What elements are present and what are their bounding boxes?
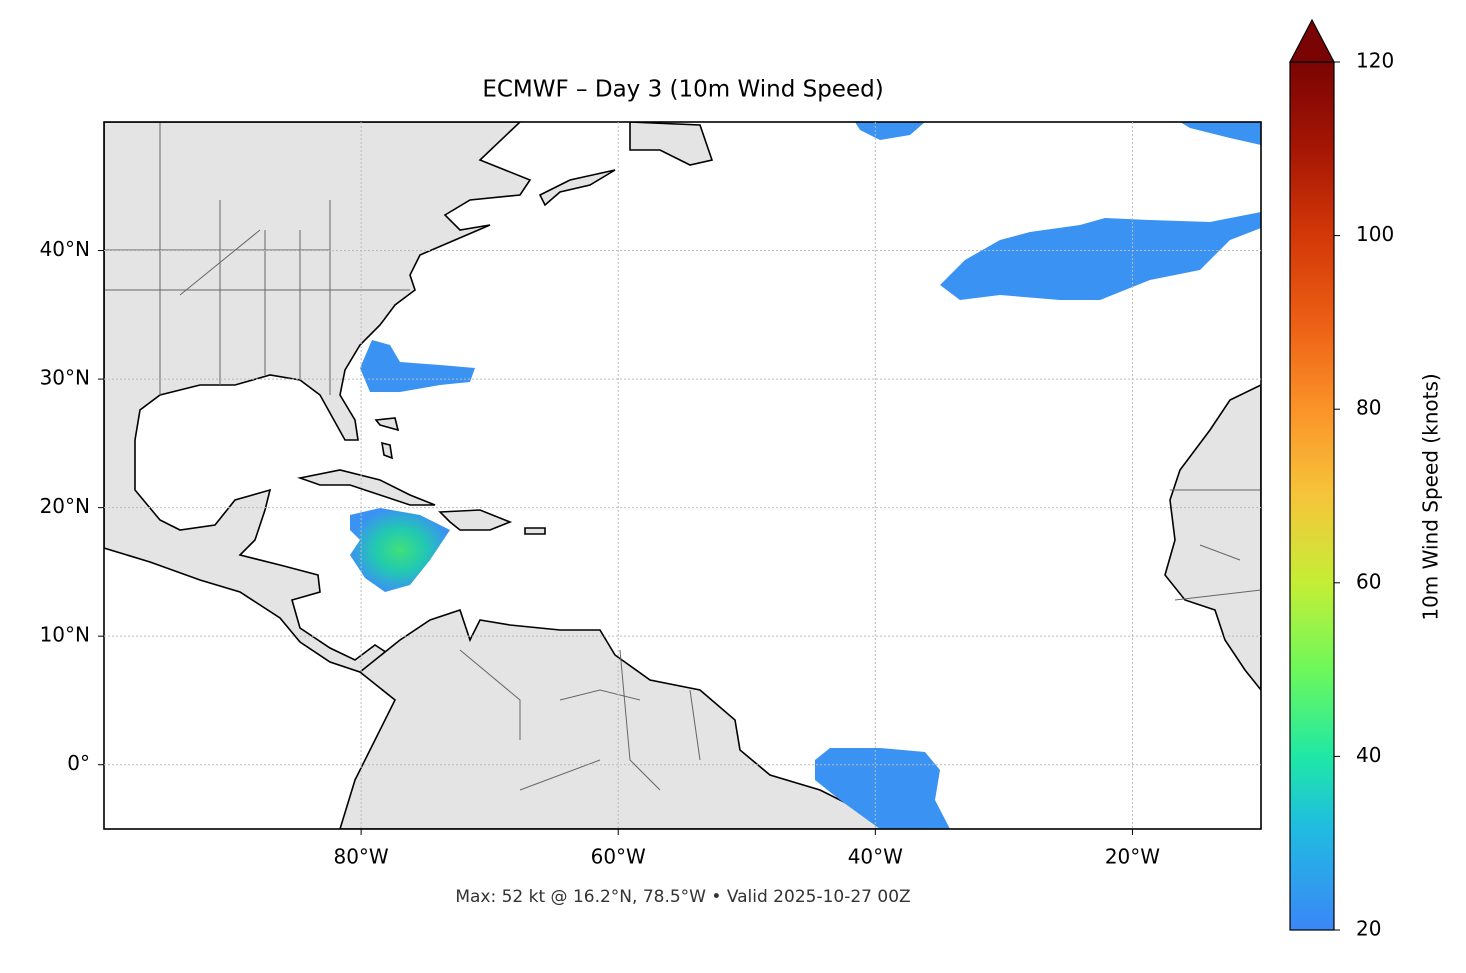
colorbar-tick-label: 120 bbox=[1356, 49, 1394, 73]
wind-area bbox=[815, 748, 950, 829]
chart-title: ECMWF – Day 3 (10m Wind Speed) bbox=[482, 77, 883, 103]
x-tick-label: 60°W bbox=[591, 845, 646, 869]
wind-area bbox=[360, 340, 475, 392]
x-tick-label: 40°W bbox=[848, 845, 903, 869]
colorbar-extend bbox=[1289, 18, 1335, 63]
y-tick-label: 20°N bbox=[40, 494, 90, 518]
wind-area bbox=[855, 122, 1261, 145]
wind-area bbox=[350, 508, 450, 592]
bahamas bbox=[374, 417, 400, 460]
map-area bbox=[104, 122, 1261, 829]
x-tick-label: 20°W bbox=[1105, 845, 1160, 869]
cuba bbox=[296, 469, 436, 506]
x-tick-label: 80°W bbox=[333, 845, 388, 869]
plot-frame bbox=[103, 121, 1262, 830]
colorbar bbox=[1289, 61, 1335, 931]
colorbar-tick-label: 40 bbox=[1356, 743, 1381, 767]
annotation: Max: 52 kt @ 16.2°N, 78.5°W • Valid 2025… bbox=[455, 887, 910, 907]
hispaniola bbox=[438, 509, 513, 531]
colorbar-tick-label: 80 bbox=[1356, 396, 1381, 420]
colorbar-tick-label: 100 bbox=[1356, 222, 1394, 246]
borders bbox=[104, 122, 1261, 791]
north-america bbox=[104, 122, 532, 673]
newfoundland bbox=[629, 122, 714, 166]
colorbar-label: 10m Wind Speed (knots) bbox=[1419, 373, 1443, 620]
colorbar-tick-label: 60 bbox=[1356, 569, 1381, 593]
nova-scotia bbox=[538, 169, 616, 207]
wind-area bbox=[940, 212, 1261, 300]
y-tick-label: 40°N bbox=[40, 237, 90, 261]
y-tick-label: 30°N bbox=[40, 366, 90, 390]
puerto-rico bbox=[524, 527, 546, 535]
y-tick-label: 0° bbox=[67, 751, 90, 775]
africa bbox=[1164, 384, 1261, 692]
south-america bbox=[339, 608, 911, 829]
colorbar-tick-label: 20 bbox=[1356, 917, 1381, 941]
y-tick-label: 10°N bbox=[40, 623, 90, 647]
